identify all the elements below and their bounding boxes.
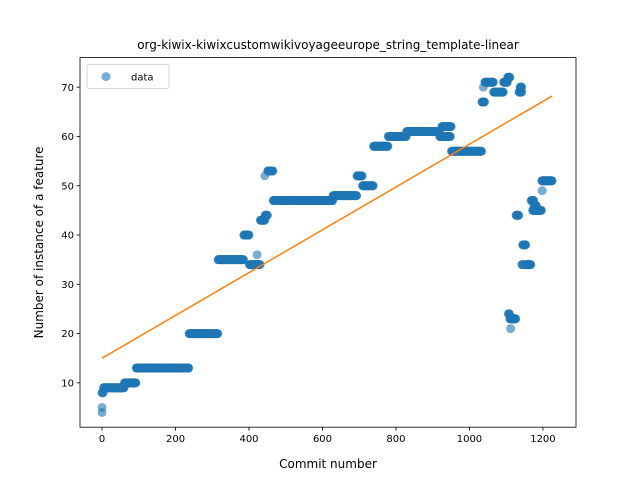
data-point xyxy=(131,378,141,388)
data-point xyxy=(244,230,254,240)
y-tick-label: 20 xyxy=(61,329,74,340)
data-point xyxy=(268,166,278,176)
data-point xyxy=(498,87,508,97)
data-point xyxy=(517,82,527,92)
plot-frame xyxy=(79,57,577,428)
data-point xyxy=(357,171,367,181)
x-axis: 0 200 400 600 800 1000 1200 xyxy=(99,427,556,445)
data-point xyxy=(213,329,223,339)
data-point xyxy=(536,205,546,215)
y-tick-label: 70 xyxy=(61,83,74,94)
y-tick-label: 10 xyxy=(61,378,74,389)
data-point xyxy=(480,97,490,107)
data-point xyxy=(521,240,531,250)
data-point xyxy=(97,402,107,412)
data-point xyxy=(383,141,393,151)
x-tick-label: 800 xyxy=(386,434,405,445)
x-tick-label: 1200 xyxy=(530,434,555,445)
data-point xyxy=(262,210,272,220)
y-tick-label: 50 xyxy=(61,181,74,192)
x-axis-label: Commit number xyxy=(279,457,377,471)
chart-title: org-kiwix-kiwixcustomwikivoyageeurope_st… xyxy=(137,38,519,52)
data-point xyxy=(511,314,521,324)
data-series xyxy=(97,72,557,417)
x-tick-label: 600 xyxy=(313,434,332,445)
data-point xyxy=(526,260,536,270)
data-point xyxy=(184,363,194,373)
data-point xyxy=(477,146,487,156)
legend-box xyxy=(86,64,170,89)
x-tick-label: 400 xyxy=(239,434,258,445)
y-tick-label: 60 xyxy=(61,132,74,143)
x-tick-label: 200 xyxy=(166,434,185,445)
x-tick-label: 0 xyxy=(99,434,105,445)
plot-layer xyxy=(97,72,557,417)
y-axis-label: Number of instance of a feature xyxy=(32,146,46,338)
data-point xyxy=(547,176,557,186)
data-point xyxy=(239,255,248,265)
data-point xyxy=(506,324,516,334)
data-point xyxy=(252,250,262,260)
legend: data xyxy=(86,64,170,89)
fit-line xyxy=(101,95,553,359)
legend-marker-data xyxy=(101,72,111,82)
data-point xyxy=(260,171,270,181)
y-tick-label: 30 xyxy=(61,280,74,291)
data-point xyxy=(505,72,515,82)
y-tick-label: 40 xyxy=(61,231,74,242)
data-point xyxy=(488,77,498,87)
data-point xyxy=(478,82,488,92)
data-point xyxy=(537,186,547,196)
data-point xyxy=(368,181,378,191)
x-tick-label: 1000 xyxy=(457,434,482,445)
data-point xyxy=(446,122,456,132)
data-point xyxy=(514,210,524,220)
legend-label-data: data xyxy=(131,72,154,83)
data-point xyxy=(445,131,455,141)
y-axis: 10 20 30 40 50 60 70 xyxy=(61,83,80,389)
data-point xyxy=(352,191,362,201)
